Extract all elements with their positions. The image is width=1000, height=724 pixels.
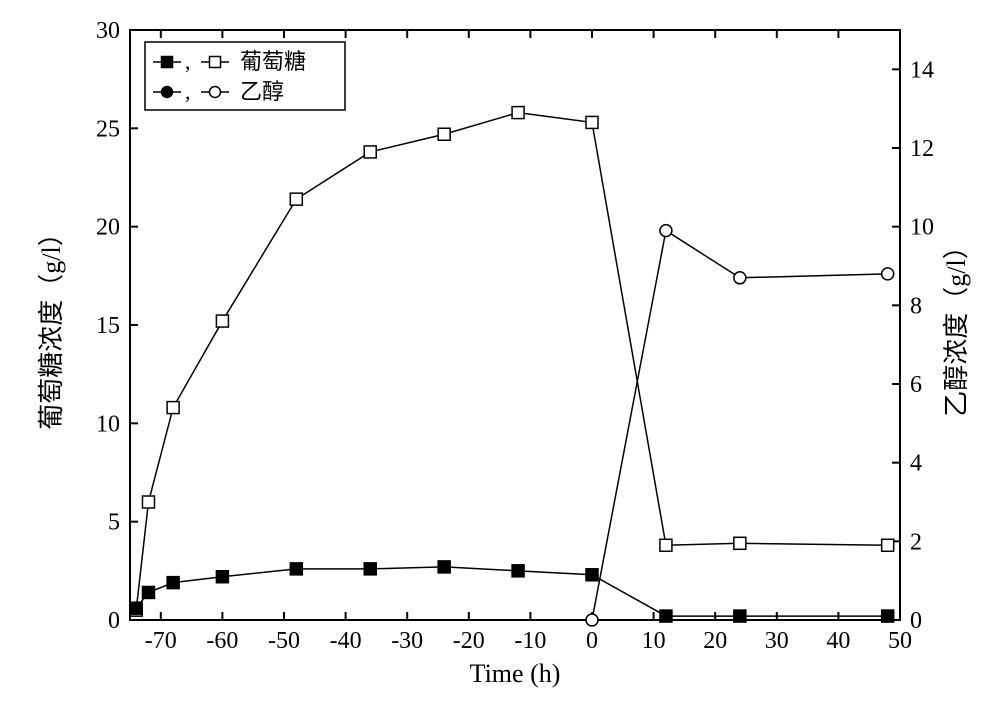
marker-open-square-icon: [290, 193, 302, 205]
x-axis-label: Time (h): [470, 659, 561, 688]
yr-tick-label: 10: [910, 215, 934, 241]
yl-tick-label: 30: [96, 18, 120, 44]
marker-filled-square-icon: [882, 610, 894, 622]
yr-tick-label: 0: [910, 608, 922, 634]
marker-filled-square-icon: [216, 571, 228, 583]
x-tick-label: -40: [330, 628, 362, 654]
marker-open-square-icon: [586, 116, 598, 128]
marker-open-square-icon: [364, 146, 376, 158]
marker-filled-square-icon: [290, 563, 302, 575]
yr-tick-label: 2: [910, 529, 922, 555]
marker-filled-square-icon: [438, 561, 450, 573]
legend-sep: ,: [185, 79, 191, 104]
legend-label: 乙醇: [240, 79, 284, 104]
marker-open-square-icon: [512, 107, 524, 119]
marker-open-circle-icon: [882, 268, 894, 280]
yr-tick-label: 12: [910, 136, 934, 162]
chart-container: -70-60-50-40-30-20-1001020304050Time (h)…: [0, 0, 1000, 719]
marker-open-circle-icon: [586, 614, 598, 626]
x-tick-label: 30: [765, 628, 789, 654]
marker-filled-square-icon: [364, 563, 376, 575]
marker-open-square-icon: [216, 315, 228, 327]
legend-label: 葡萄糖: [240, 49, 306, 74]
marker-open-circle-icon: [660, 225, 672, 237]
y-right-label: 乙醇浓度（g/l）: [942, 233, 971, 416]
yl-tick-label: 0: [108, 608, 120, 634]
marker-filled-square-icon: [660, 610, 672, 622]
series-line-ethanol-open-circle: [592, 231, 888, 620]
y-left-label: 葡萄糖浓度（g/l）: [37, 220, 66, 429]
marker-open-circle-icon: [734, 272, 746, 284]
marker-open-square-icon: [882, 539, 894, 551]
marker-filled-square-icon: [142, 586, 154, 598]
x-tick-label: -60: [206, 628, 238, 654]
chart-svg: -70-60-50-40-30-20-1001020304050Time (h)…: [0, 0, 1000, 719]
marker-filled-square-icon: [167, 577, 179, 589]
yl-tick-label: 15: [96, 313, 120, 339]
yr-tick-label: 8: [910, 293, 922, 319]
marker-filled-circle-icon: [162, 87, 173, 98]
marker-open-square-icon: [438, 128, 450, 140]
x-tick-label: 0: [586, 628, 598, 654]
marker-filled-square-icon: [512, 565, 524, 577]
marker-filled-square-icon: [130, 602, 142, 614]
yr-tick-label: 6: [910, 372, 922, 398]
yl-tick-label: 25: [96, 116, 120, 142]
marker-open-square-icon: [734, 537, 746, 549]
x-tick-label: 50: [888, 628, 912, 654]
x-tick-label: -70: [145, 628, 177, 654]
yl-tick-label: 10: [96, 411, 120, 437]
x-tick-label: -10: [514, 628, 546, 654]
marker-open-square-icon: [210, 57, 221, 68]
marker-open-square-icon: [660, 539, 672, 551]
x-tick-label: -50: [268, 628, 300, 654]
x-tick-label: -20: [453, 628, 485, 654]
marker-filled-square-icon: [586, 569, 598, 581]
marker-open-circle-icon: [210, 87, 221, 98]
yr-tick-label: 14: [910, 57, 934, 83]
marker-filled-square-icon: [162, 57, 173, 68]
x-tick-label: 40: [826, 628, 850, 654]
marker-filled-square-icon: [734, 610, 746, 622]
x-tick-label: 10: [642, 628, 666, 654]
marker-open-square-icon: [167, 402, 179, 414]
yl-tick-label: 5: [108, 510, 120, 536]
yr-tick-label: 4: [910, 451, 922, 477]
series-line-glucose-open-square: [136, 113, 888, 611]
legend-sep: ,: [185, 49, 191, 74]
marker-open-square-icon: [142, 496, 154, 508]
yl-tick-label: 20: [96, 215, 120, 241]
x-tick-label: -30: [391, 628, 423, 654]
x-tick-label: 20: [703, 628, 727, 654]
